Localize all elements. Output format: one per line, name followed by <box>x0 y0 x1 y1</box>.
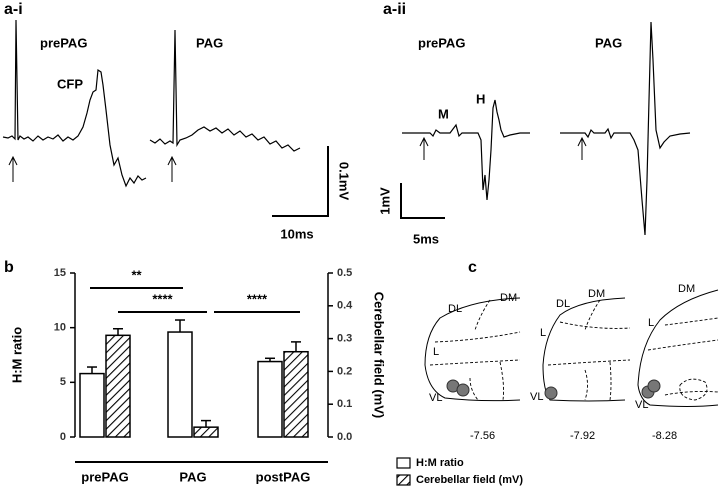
x-tick-label: postPAG <box>256 469 311 484</box>
y2-tick-label: 0.2 <box>337 365 352 377</box>
region-label: DM <box>500 292 517 304</box>
y2-tick-label: 0.3 <box>337 333 352 345</box>
region-boundary <box>429 299 521 401</box>
significance-label: **** <box>152 291 173 306</box>
y-tick-label: 0 <box>60 431 66 443</box>
region-label: L <box>648 317 654 329</box>
y-axis-label: H:M ratio <box>9 327 24 383</box>
panel-a-ii: a-ii prePAG PAG M H 1mV 5ms <box>377 1 691 246</box>
x-tick-label: PAG <box>179 469 206 484</box>
wave-label: M <box>438 106 449 121</box>
region-label: L <box>540 327 546 339</box>
slice-level: -7.92 <box>570 430 595 442</box>
bar <box>257 360 283 438</box>
trace <box>402 99 530 201</box>
scale-label: 5ms <box>413 231 439 246</box>
lesion-site <box>647 379 661 393</box>
arrow <box>8 155 18 182</box>
y2-tick-label: 0.5 <box>337 267 352 279</box>
region-label: DM <box>588 288 605 300</box>
arrow <box>419 136 429 160</box>
bar <box>283 350 309 438</box>
significance-label: **** <box>247 291 268 306</box>
region-boundary <box>547 299 631 401</box>
y-tick-label: 5 <box>60 376 66 388</box>
bar <box>167 331 193 438</box>
region-label: L <box>433 346 439 358</box>
scale-label: 0.1mV <box>337 162 352 201</box>
region-label: VL <box>429 392 442 404</box>
region-label: DL <box>448 303 462 315</box>
trace-label: prePAG <box>40 35 87 50</box>
panel-label: b <box>4 259 14 276</box>
region-label: VL <box>530 391 543 403</box>
panel-label: c <box>468 259 477 276</box>
y-tick-label: 10 <box>54 322 66 334</box>
panel-b: b 0 5 10 15 0.0 0.1 0.2 0.3 0.4 0.5 H:M ratio Cereb… <box>4 259 523 486</box>
y2-tick-label: 0.1 <box>337 398 352 410</box>
trace <box>560 21 691 236</box>
slice-outline <box>424 297 521 402</box>
legend-swatch <box>396 474 411 486</box>
scale-label: 10ms <box>280 226 313 241</box>
panel-label: a-i <box>4 1 23 18</box>
wave-label: H <box>476 91 485 106</box>
panel-a-i: a-i prePAG PAG CFP 0.1mV 10ms <box>2 1 352 241</box>
bar <box>105 334 131 438</box>
lesion-site <box>544 386 558 400</box>
y2-tick-label: 0.4 <box>337 300 353 312</box>
peak-label: CFP <box>57 76 83 91</box>
arrow <box>167 155 177 182</box>
arrow <box>577 136 587 160</box>
scale-bar <box>272 146 329 217</box>
slice-outline <box>542 297 626 402</box>
trace-label: prePAG <box>418 35 465 50</box>
legend-swatch <box>396 457 411 469</box>
region-label: VL <box>635 399 648 411</box>
bar <box>193 426 219 438</box>
panel-c: c DM DL L VL -7.56 DM DL L VL -7.92 DM L… <box>424 259 719 442</box>
slice-outline <box>637 289 719 407</box>
region-label: DM <box>678 283 695 295</box>
region-boundary <box>647 317 719 401</box>
legend-label: Cerebellar field (mV) <box>416 474 523 486</box>
lesion-site <box>456 383 470 397</box>
significance-label: ** <box>131 267 142 282</box>
x-tick-label: prePAG <box>81 469 128 484</box>
slice-level: -8.28 <box>652 430 677 442</box>
slice-level: -7.56 <box>470 430 495 442</box>
trace <box>2 19 147 188</box>
y-tick-label: 15 <box>54 267 66 279</box>
panel-label: a-ii <box>383 1 406 18</box>
trace-label: PAG <box>595 35 622 50</box>
scale-bar <box>400 183 445 219</box>
y2-tick-label: 0.0 <box>337 431 352 443</box>
trace-label: PAG <box>196 35 223 50</box>
trace <box>149 29 301 152</box>
y2-axis-label: Cerebellar field (mV) <box>372 292 387 418</box>
legend-label: H:M ratio <box>416 457 464 469</box>
bar <box>79 372 105 438</box>
scale-label: 1mV <box>377 187 392 215</box>
region-label: DL <box>556 298 570 310</box>
